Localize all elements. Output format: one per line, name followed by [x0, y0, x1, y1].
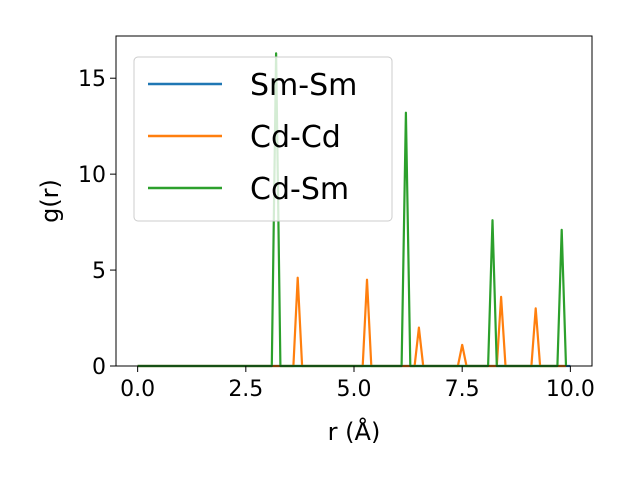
x-tick-label: 2.5	[228, 377, 263, 402]
legend-label-sm-sm: Sm-Sm	[250, 68, 357, 103]
x-axis-label: r (Å)	[328, 417, 381, 446]
legend-label-cd-cd: Cd-Cd	[250, 120, 341, 155]
y-tick-label: 0	[92, 355, 106, 380]
y-tick-label: 5	[92, 259, 106, 284]
y-tick-label: 10	[78, 163, 106, 188]
y-axis-label: g(r)	[36, 179, 64, 223]
legend-box	[133, 56, 393, 222]
x-tick-label: 10.0	[546, 377, 595, 402]
x-ticks: 0.0 2.5 5.0 7.5 10.0	[120, 366, 595, 402]
y-tick-label: 15	[78, 67, 106, 92]
x-tick-label: 0.0	[120, 377, 155, 402]
legend: Sm-Sm Cd-Cd Cd-Sm	[133, 56, 393, 222]
y-ticks: 0 5 10 15	[78, 67, 116, 380]
x-tick-label: 5.0	[337, 377, 372, 402]
legend-label-cd-sm: Cd-Sm	[250, 172, 349, 207]
legend-entries: Sm-Sm Cd-Cd Cd-Sm	[148, 68, 357, 207]
x-tick-label: 7.5	[445, 377, 480, 402]
